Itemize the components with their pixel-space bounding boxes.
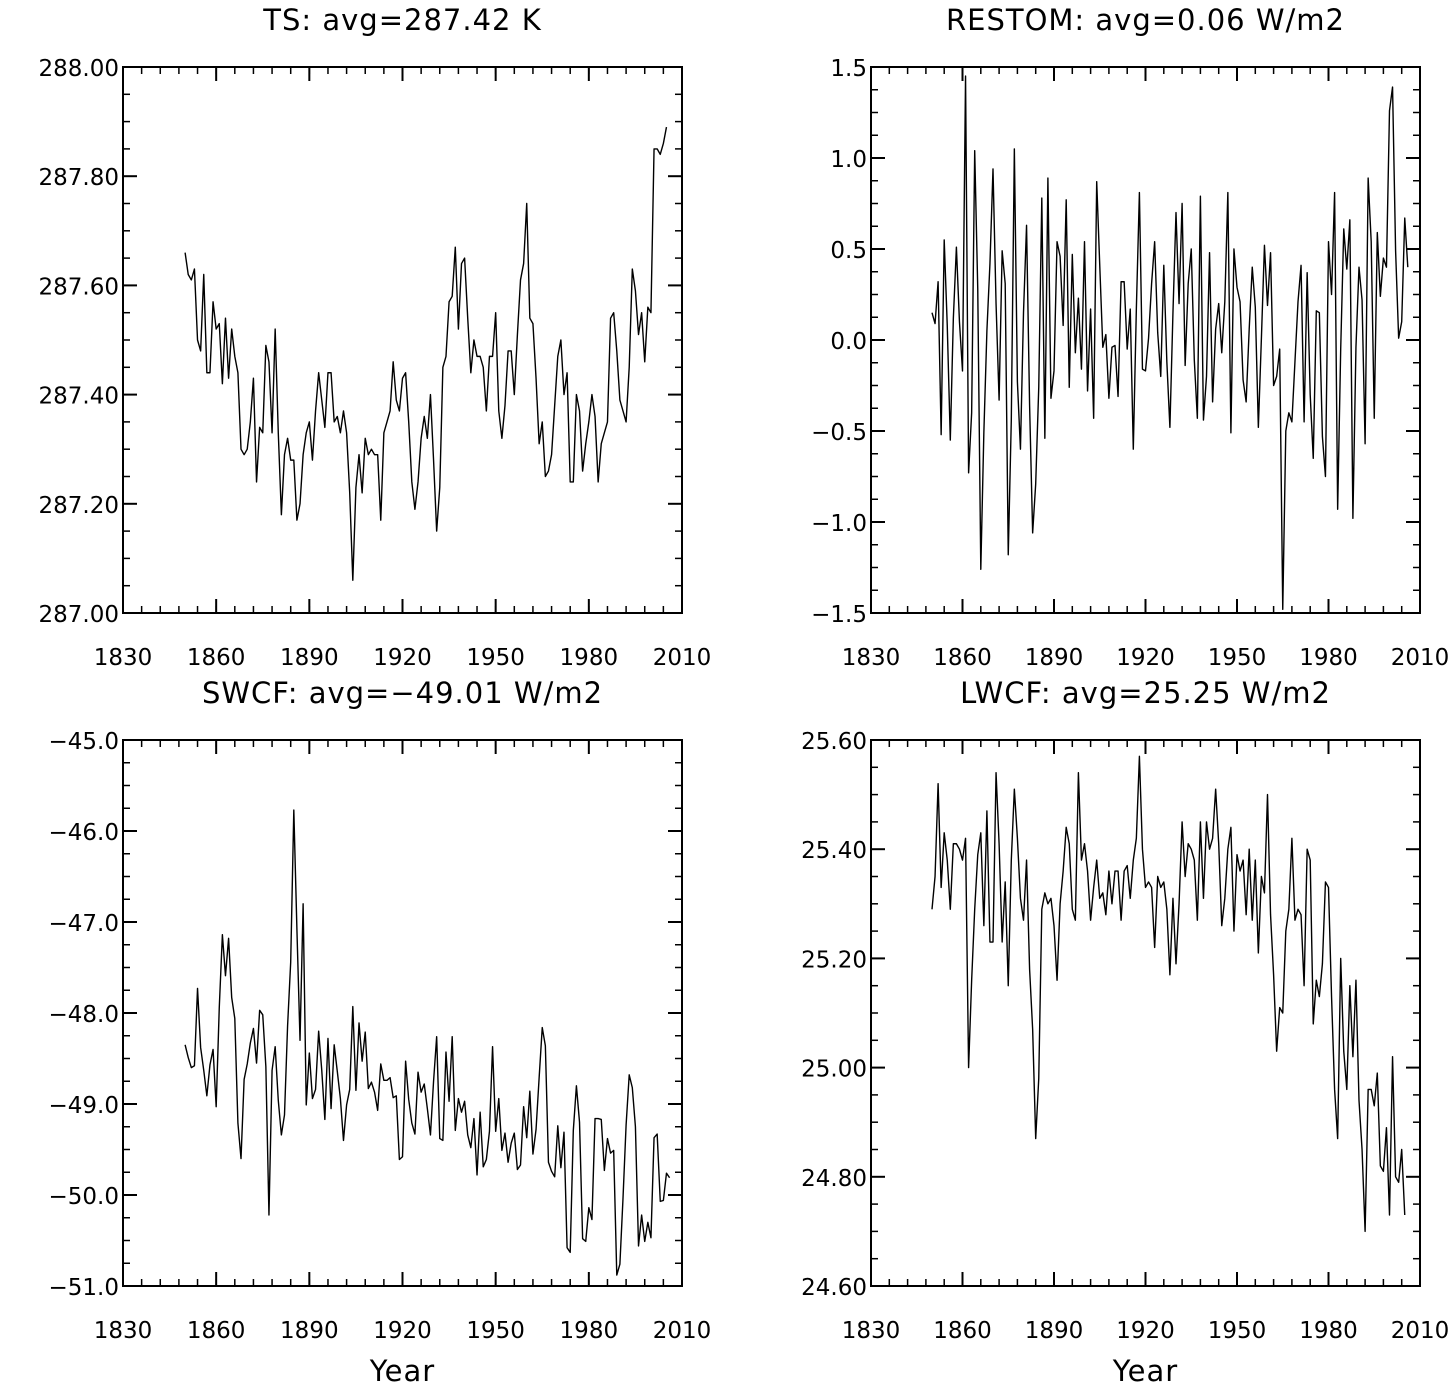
- x-tick-label: 1950: [1208, 645, 1267, 671]
- x-tick-label: 1860: [933, 1318, 992, 1344]
- y-tick-label: 1.5: [830, 56, 867, 82]
- series-line: [184, 809, 671, 1276]
- x-tick-label: 1920: [373, 1318, 432, 1344]
- x-tick-label: 1950: [1208, 1318, 1267, 1344]
- x-tick-label: 2010: [1391, 645, 1450, 671]
- y-tick-label: 25.20: [801, 947, 867, 973]
- x-tick-label: 1830: [94, 645, 153, 671]
- y-tick-label: 287.00: [39, 602, 119, 628]
- series-line: [931, 75, 1409, 611]
- chart-title: LWCF: avg=25.25 W/m2: [960, 676, 1331, 710]
- y-tick-label: −48.0: [49, 1002, 119, 1028]
- y-tick-label: 25.60: [801, 729, 867, 755]
- y-tick-label: −49.0: [49, 1093, 119, 1119]
- chart-panel-3: SWCF: avg=−49.01 W/m2 1830 1860 1890 1920 195…: [49, 676, 712, 1383]
- y-tick-label: 0.5: [830, 238, 867, 264]
- chart-panel-2: RESTOM: avg=0.06 W/m2 1830 1860 1890 1920 195…: [811, 3, 1449, 671]
- x-tick-label: 1890: [1025, 645, 1084, 671]
- x-tick-label: 1860: [187, 1318, 246, 1344]
- chart-panel-4: LWCF: avg=25.25 W/m2 1830 1860 1890 1920 1950…: [801, 676, 1449, 1383]
- y-tick-label: 287.20: [39, 493, 119, 519]
- x-tick-label: 1860: [933, 645, 992, 671]
- y-tick-label: 25.40: [801, 838, 867, 864]
- y-tick-label: −51.0: [49, 1275, 119, 1301]
- y-tick-label: 287.60: [39, 274, 119, 300]
- y-tick-label: −45.0: [49, 729, 119, 755]
- x-tick-label: 2010: [1391, 1318, 1450, 1344]
- y-tick-label: 25.00: [801, 1057, 867, 1083]
- y-tick-label: 24.80: [801, 1166, 867, 1192]
- chart-panel-1: TS: avg=287.42 K 1830 1860 1890 1920 1950 1980…: [39, 3, 712, 671]
- y-tick-label: 0.0: [830, 329, 867, 355]
- x-axis-label: Year: [1112, 1354, 1178, 1383]
- x-tick-label: 1890: [280, 1318, 339, 1344]
- x-tick-label: 1860: [187, 645, 246, 671]
- y-tick-label: −0.5: [811, 420, 867, 446]
- x-tick-label: 1980: [560, 1318, 619, 1344]
- y-tick-label: 24.60: [801, 1275, 867, 1301]
- x-tick-label: 1980: [560, 645, 619, 671]
- x-axis-label: Year: [369, 1354, 435, 1383]
- series-line: [931, 755, 1406, 1233]
- x-tick-label: 2010: [653, 1318, 712, 1344]
- plot-frame: [870, 739, 1421, 1287]
- y-tick-label: −50.0: [49, 1184, 119, 1210]
- x-tick-label: 1980: [1299, 1318, 1358, 1344]
- y-tick-label: 1.0: [830, 147, 867, 173]
- y-tick-label: 288.00: [39, 56, 119, 82]
- x-tick-label: 2010: [653, 645, 712, 671]
- y-tick-label: −47.0: [49, 911, 119, 937]
- chart-title: TS: avg=287.42 K: [262, 3, 541, 37]
- x-tick-label: 1830: [842, 1318, 901, 1344]
- x-tick-label: 1920: [1116, 645, 1175, 671]
- y-tick-label: −46.0: [49, 820, 119, 846]
- series-line: [184, 126, 668, 581]
- y-tick-label: 287.80: [39, 165, 119, 191]
- plot-frame: [122, 739, 683, 1287]
- x-tick-label: 1830: [94, 1318, 153, 1344]
- x-tick-label: 1950: [466, 645, 525, 671]
- plot-frame: [122, 66, 683, 614]
- chart-title: SWCF: avg=−49.01 W/m2: [202, 676, 603, 710]
- x-tick-label: 1890: [1025, 1318, 1084, 1344]
- y-tick-label: −1.5: [811, 602, 867, 628]
- x-tick-label: 1890: [280, 645, 339, 671]
- x-tick-label: 1950: [466, 1318, 525, 1344]
- y-tick-label: −1.0: [811, 511, 867, 537]
- x-tick-label: 1830: [842, 645, 901, 671]
- y-tick-label: 287.40: [39, 384, 119, 410]
- x-tick-label: 1980: [1299, 645, 1358, 671]
- chart-title: RESTOM: avg=0.06 W/m2: [946, 3, 1345, 37]
- x-tick-label: 1920: [1116, 1318, 1175, 1344]
- x-tick-label: 1920: [373, 645, 432, 671]
